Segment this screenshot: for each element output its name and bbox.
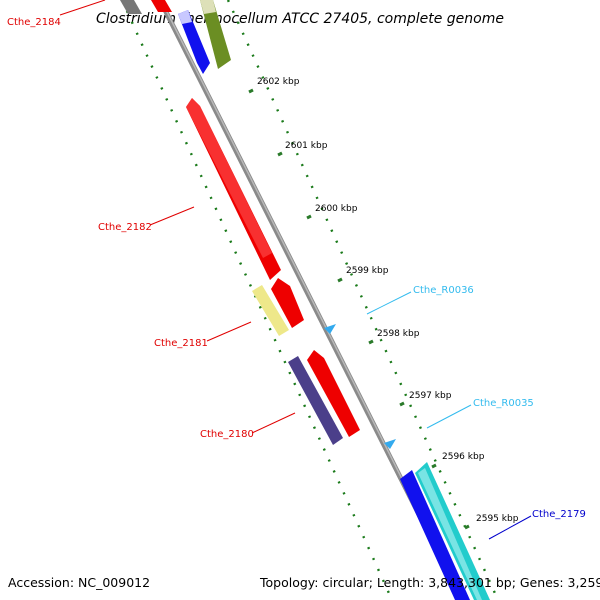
accession-text: Accession: NC_009012 [8,575,150,590]
feature-top-grey[interactable] [120,0,142,14]
feature-top-blue-shade [178,10,192,24]
map-title: Clostridium thermocellum ATCC 27405, com… [96,11,504,27]
tick-label: 2596 kbp [442,452,485,462]
tick-label: 2598 kbp [377,329,420,339]
tick-label: 2602 kbp [257,77,300,87]
tick-label: 2601 kbp [285,141,328,151]
topology-text: Topology: circular; Length: 3,843,301 bp… [259,575,600,590]
gene-label-cthe-r0036[interactable]: Cthe_R0036 [413,285,474,296]
tick-label: 2595 kbp [476,514,519,524]
tick-label: 2597 kbp [409,391,452,401]
gene-label-cthe-r0035[interactable]: Cthe_R0035 [473,398,534,409]
rna-marker-r0036[interactable] [324,324,336,334]
rna-marker-r0035[interactable] [384,439,396,449]
gene-label-cthe-2181[interactable]: Cthe_2181 [154,338,208,349]
gene-cthe-2181-yellow[interactable] [252,285,289,336]
feature-top-blue[interactable] [178,10,210,74]
feature-top-olive-shade [200,0,216,14]
gene-label-cthe-2180[interactable]: Cthe_2180 [200,429,254,440]
gene-label-cthe-2182[interactable]: Cthe_2182 [98,222,152,233]
callout-line [488,515,532,540]
callout-line [426,404,472,429]
gene-cthe-2180-purple[interactable] [288,356,343,445]
gene-cthe-2179-blue[interactable] [400,470,470,600]
tick-marks [248,88,470,530]
feature-top-red[interactable] [151,0,172,12]
gc-skew-inner-dotted-line [120,0,394,600]
tick-label: 2600 kbp [315,204,358,214]
tick-label: 2599 kbp [346,266,389,276]
gene-cthe-2179-cyan-shade [418,468,482,600]
feature-top-olive[interactable] [200,0,231,69]
gene-cthe-2180-red[interactable] [307,350,360,437]
gc-skew-outer-dotted-line [226,0,500,600]
gene-cthe-2182-shade [186,98,272,258]
gene-cthe-2181-red[interactable] [271,278,304,328]
callout-line [149,206,195,226]
gene-label-cthe-2179[interactable]: Cthe_2179 [532,509,586,520]
callout-line [366,291,412,315]
callout-line [251,412,296,434]
callout-line [206,321,252,342]
callout-line [59,0,106,16]
gene-label-cthe-2184[interactable]: Cthe_2184 [7,17,61,28]
